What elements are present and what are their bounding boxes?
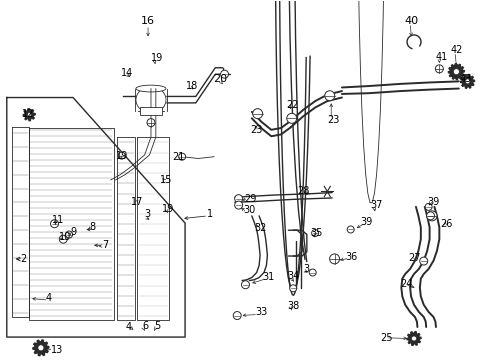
Bar <box>140 107 162 115</box>
Polygon shape <box>406 332 420 345</box>
Circle shape <box>147 119 155 127</box>
Circle shape <box>286 113 296 123</box>
Circle shape <box>38 345 44 351</box>
Text: 3: 3 <box>303 264 309 274</box>
Circle shape <box>464 79 469 84</box>
Circle shape <box>220 70 228 78</box>
Circle shape <box>234 201 242 209</box>
Text: 1: 1 <box>207 209 213 219</box>
Circle shape <box>241 281 249 289</box>
Text: 33: 33 <box>255 307 267 317</box>
Text: 19: 19 <box>162 204 174 214</box>
Text: 10: 10 <box>59 232 71 242</box>
Circle shape <box>424 203 431 210</box>
Text: 43: 43 <box>459 74 471 84</box>
Text: 27: 27 <box>407 253 419 263</box>
Text: 9: 9 <box>70 227 76 237</box>
Circle shape <box>233 311 241 320</box>
Text: 7: 7 <box>102 239 108 249</box>
Text: 18: 18 <box>185 81 198 91</box>
Text: 35: 35 <box>310 228 322 238</box>
Circle shape <box>234 195 242 203</box>
Text: 19: 19 <box>115 150 127 161</box>
Text: 17: 17 <box>131 197 143 207</box>
Text: 28: 28 <box>297 186 309 196</box>
Text: 2: 2 <box>20 254 26 264</box>
Text: 19: 19 <box>150 53 163 63</box>
Text: 32: 32 <box>253 224 266 233</box>
Text: 14: 14 <box>120 68 132 78</box>
Text: 25: 25 <box>380 333 392 343</box>
Text: 26: 26 <box>440 219 452 229</box>
Text: 40: 40 <box>403 17 417 27</box>
Text: 4: 4 <box>45 293 52 303</box>
Circle shape <box>252 109 262 119</box>
Circle shape <box>329 254 339 264</box>
Text: 3: 3 <box>144 209 150 219</box>
Text: 4: 4 <box>126 322 132 332</box>
Circle shape <box>411 336 416 341</box>
Circle shape <box>65 231 73 238</box>
Circle shape <box>50 220 59 228</box>
Text: 31: 31 <box>262 272 274 282</box>
Ellipse shape <box>136 85 165 92</box>
Text: 24: 24 <box>400 279 412 289</box>
Text: 42: 42 <box>449 45 462 55</box>
Text: 34: 34 <box>286 271 299 281</box>
Text: 37: 37 <box>369 200 382 210</box>
Polygon shape <box>23 109 35 121</box>
Circle shape <box>346 226 353 233</box>
Text: 22: 22 <box>285 100 298 110</box>
Circle shape <box>118 152 125 159</box>
Circle shape <box>324 91 334 101</box>
Text: 21: 21 <box>172 152 184 162</box>
Text: 30: 30 <box>243 206 255 216</box>
Text: 39: 39 <box>427 197 439 207</box>
Circle shape <box>419 257 427 265</box>
Text: 12: 12 <box>21 109 34 119</box>
Text: 23: 23 <box>250 125 263 135</box>
Circle shape <box>311 230 318 237</box>
Circle shape <box>59 235 67 243</box>
Text: 6: 6 <box>142 321 148 331</box>
Text: 16: 16 <box>141 17 155 27</box>
Circle shape <box>452 69 458 75</box>
Polygon shape <box>460 75 473 88</box>
Text: 5: 5 <box>154 321 160 331</box>
Text: 38: 38 <box>286 301 299 311</box>
Text: 11: 11 <box>52 215 64 225</box>
Circle shape <box>426 212 434 220</box>
Text: 23: 23 <box>326 115 339 125</box>
Circle shape <box>426 211 436 221</box>
Text: 39: 39 <box>360 217 372 227</box>
Text: 29: 29 <box>244 194 256 204</box>
Circle shape <box>289 285 296 292</box>
Text: 15: 15 <box>160 175 172 185</box>
Polygon shape <box>33 340 49 356</box>
Polygon shape <box>447 64 464 80</box>
Circle shape <box>178 153 185 160</box>
Ellipse shape <box>136 87 165 113</box>
Text: 41: 41 <box>435 52 447 62</box>
Circle shape <box>434 65 443 73</box>
Text: 20: 20 <box>213 74 227 84</box>
Text: 36: 36 <box>345 252 357 262</box>
Circle shape <box>308 269 316 276</box>
Circle shape <box>27 113 31 117</box>
Text: 8: 8 <box>89 222 95 232</box>
Text: 13: 13 <box>51 345 63 355</box>
